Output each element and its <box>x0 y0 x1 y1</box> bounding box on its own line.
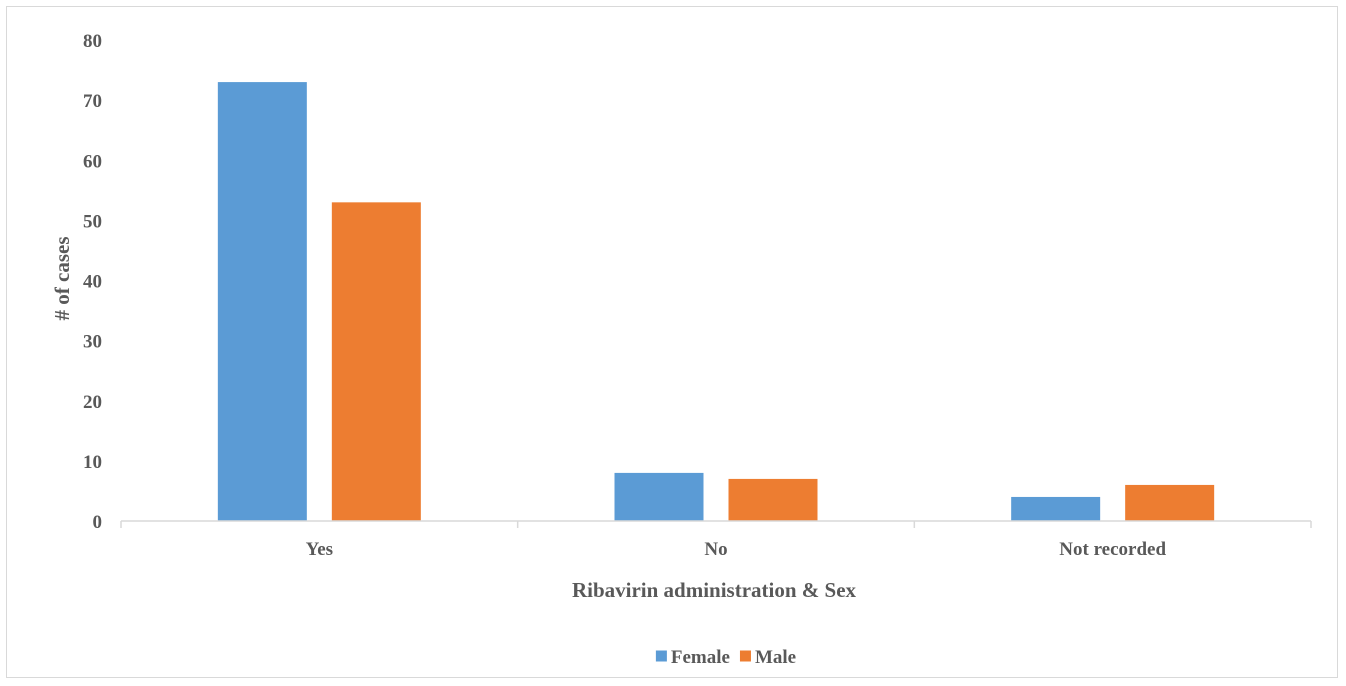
y-axis-title: # of cases <box>50 237 74 321</box>
y-tick-label: 0 <box>93 512 103 533</box>
x-tick-label: No <box>704 539 727 560</box>
bar-female-yes <box>217 82 307 522</box>
y-tick-label: 80 <box>83 31 102 52</box>
y-tick-label: 10 <box>83 452 102 473</box>
bar-female-not-recorded <box>1011 496 1101 521</box>
y-tick-label: 60 <box>83 151 102 172</box>
legend-label-female: Female <box>671 647 730 668</box>
x-axis-categories: Yes No Not recorded <box>306 539 1167 560</box>
bar-male-not-recorded <box>1125 484 1215 521</box>
y-tick-label: 30 <box>83 332 102 353</box>
y-tick-label: 20 <box>83 392 102 413</box>
legend: Female Male <box>655 647 796 668</box>
x-axis-ticks <box>120 521 1312 528</box>
bar-male-no <box>728 478 818 521</box>
x-tick-label: Not recorded <box>1059 539 1166 560</box>
bars <box>217 82 1215 522</box>
bar-female-no <box>614 472 704 521</box>
legend-swatch-male <box>739 650 751 662</box>
x-tick-label: Yes <box>306 539 333 560</box>
legend-label-male: Male <box>755 647 796 668</box>
bar-male-yes <box>331 202 421 521</box>
y-axis-ticks: 0 10 20 30 40 50 60 70 80 <box>83 31 102 533</box>
y-tick-label: 40 <box>83 272 102 293</box>
y-tick-label: 50 <box>83 211 102 232</box>
legend-swatch-female <box>655 650 667 662</box>
x-axis-title: Ribavirin administration & Sex <box>572 578 857 602</box>
y-tick-label: 70 <box>83 91 102 112</box>
